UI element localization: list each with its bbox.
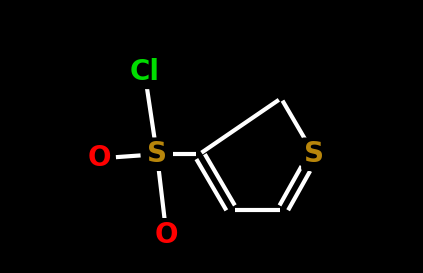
Text: O: O bbox=[155, 221, 178, 249]
Text: Cl: Cl bbox=[129, 58, 159, 86]
Text: S: S bbox=[304, 140, 324, 168]
Text: O: O bbox=[88, 144, 111, 172]
Text: S: S bbox=[147, 140, 167, 168]
